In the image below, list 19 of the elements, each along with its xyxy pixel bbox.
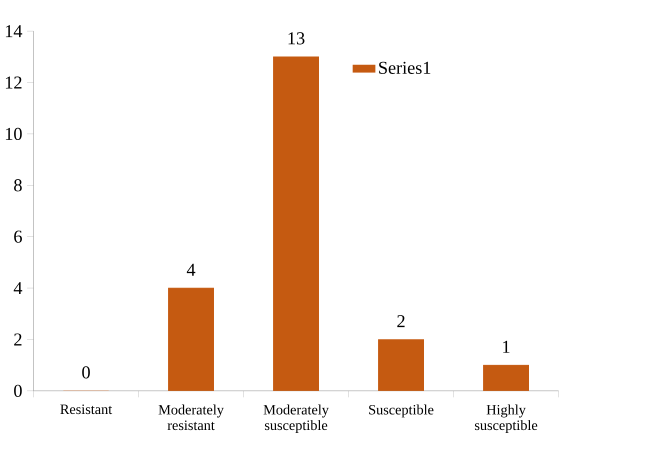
x-tick-label: Moderately susceptible [264,404,329,433]
y-tick-label: 4 [14,282,22,294]
y-tick-label: 14 [6,24,22,37]
data-label: 0 [82,366,90,378]
data-label: 2 [397,314,405,327]
x-tick-label: Susceptible [369,404,434,418]
x-tick-label: Moderately resistant [158,404,224,430]
legend-label: Series1 [379,62,430,74]
y-tick-label: 0 [14,384,22,397]
y-tick-label: 6 [14,230,22,243]
y-tick-label: 2 [14,333,22,346]
data-label: 13 [288,32,304,44]
data-label: 4 [186,264,196,276]
data-label: 1 [503,340,510,353]
y-tick-label: 10 [6,128,22,140]
x-tick-label: Highly susceptible [474,404,538,433]
x-tick-label: Resistant [60,404,112,414]
y-tick-label: 12 [6,76,22,88]
y-tick-label: 8 [14,178,22,192]
